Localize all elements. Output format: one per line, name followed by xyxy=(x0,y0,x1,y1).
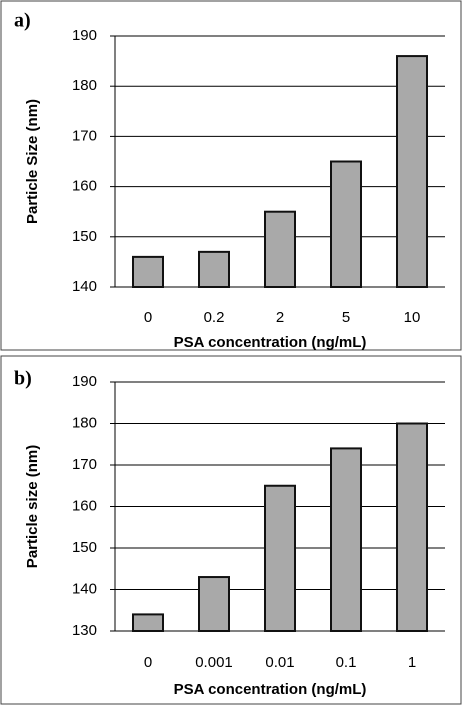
x-tick-label: 0.1 xyxy=(336,654,357,671)
bar xyxy=(330,447,362,632)
y-tick-label: 140 xyxy=(72,278,97,295)
y-tick-label: 140 xyxy=(72,580,97,597)
bar xyxy=(330,160,362,288)
y-tick-label: 160 xyxy=(72,497,97,514)
x-tick-label: 5 xyxy=(342,309,350,326)
y-axis-title: Particle Size (nm) xyxy=(24,99,41,224)
bar xyxy=(132,613,164,633)
bar xyxy=(396,422,428,632)
x-tick-label: 0.2 xyxy=(204,309,225,326)
y-tick-label: 190 xyxy=(72,27,97,44)
panel-label: a) xyxy=(14,10,31,32)
y-tick-label: 180 xyxy=(72,414,97,431)
panel-border xyxy=(0,0,462,351)
x-tick-label: 2 xyxy=(276,309,284,326)
x-tick-label: 0 xyxy=(144,309,152,326)
bar xyxy=(198,576,230,632)
y-tick-label: 180 xyxy=(72,77,97,94)
bar xyxy=(396,55,428,288)
x-tick-label: 0.01 xyxy=(265,654,294,671)
y-tick-label: 160 xyxy=(72,178,97,195)
y-tick-label: 130 xyxy=(72,622,97,639)
panel-border xyxy=(0,355,462,705)
y-tick-label: 190 xyxy=(72,373,97,390)
x-tick-label: 10 xyxy=(404,309,421,326)
bar xyxy=(264,210,296,288)
x-tick-label: 0 xyxy=(144,654,152,671)
y-tick-label: 150 xyxy=(72,228,97,245)
x-axis-title: PSA concentration (ng/mL) xyxy=(174,681,367,698)
x-axis-title: PSA concentration (ng/mL) xyxy=(174,334,367,351)
y-tick-label: 150 xyxy=(72,539,97,556)
bar xyxy=(132,255,164,289)
panel-label: b) xyxy=(14,368,32,390)
y-tick-label: 170 xyxy=(72,127,97,144)
x-tick-label: 0.001 xyxy=(195,654,233,671)
y-axis-title: Particle size (nm) xyxy=(24,445,41,568)
bar xyxy=(198,250,230,288)
x-tick-label: 1 xyxy=(408,654,416,671)
y-tick-label: 170 xyxy=(72,456,97,473)
bar xyxy=(264,484,296,632)
